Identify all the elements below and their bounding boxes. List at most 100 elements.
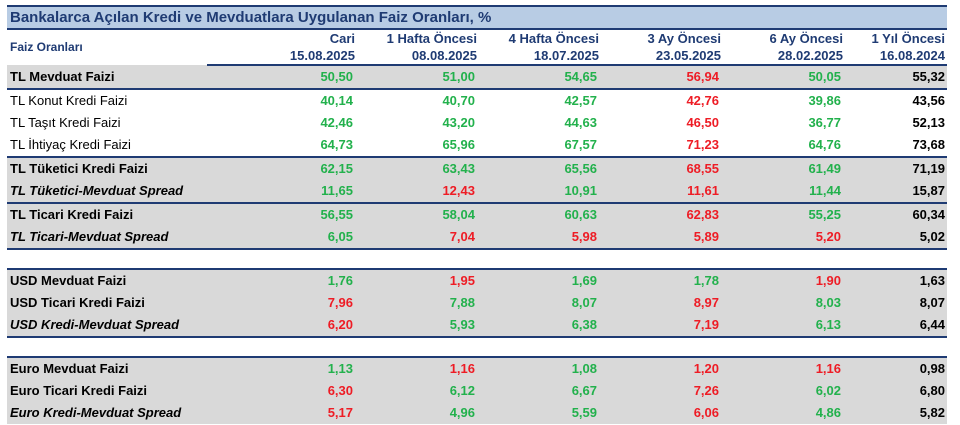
row-label: USD Mevduat Faizi [7,268,207,292]
rate-cell: 7,19 [601,314,723,338]
spacer-cell [7,337,947,357]
rate-cell: 50,05 [723,65,845,90]
rate-cell: 51,00 [357,65,479,90]
rate-cell: 43,20 [442,115,475,130]
col-header-6m: 6 Ay Öncesi [769,31,843,46]
table-row: TL İhtiyaç Kredi Faizi 64,73 65,96 67,57 71,… [7,134,947,157]
rate-cell: 7,88 [357,292,479,314]
row-label: TL Tüketici Kredi Faizi [7,156,207,180]
rate-cell: 7,04 [357,226,479,250]
row-label: Euro Kredi-Mevduat Spread [7,402,207,424]
rate-cell: 55,32 [845,65,947,90]
rate-cell: 8,07 [479,292,601,314]
rate-cell: 5,98 [479,226,601,250]
rate-cell: 40,14 [320,93,353,108]
rate-cell: 63,43 [357,156,479,180]
spacer-cell [7,249,947,269]
rate-cell: 8,97 [601,292,723,314]
rate-cell: 43,56 [912,93,945,108]
rate-cell: 1,08 [479,356,601,380]
col-header-3m: 3 Ay Öncesi [647,31,721,46]
table-row: Euro Mevduat Faizi 1,13 1,16 1,08 1,20 1,16 0,… [7,356,947,380]
rate-cell: 6,20 [207,314,357,338]
rate-cell: 39,86 [808,93,841,108]
rate-cell: 67,57 [564,137,597,152]
rate-cell: 61,49 [723,156,845,180]
col-header-1w: 1 Hafta Öncesi [386,31,477,46]
table-row: USD Ticari Kredi Faizi 7,96 7,88 8,07 8,97 8,… [7,292,947,314]
table-body: TL Mevduat Faizi 50,50 51,00 54,65 56,94 50,0… [7,65,947,424]
rate-cell: 6,12 [357,380,479,402]
rate-cell: 1,76 [207,268,357,292]
table-title: Bankalarca Açılan Kredi ve Mevduatlara U… [7,5,947,30]
table-row: USD Kredi-Mevduat Spread 6,20 5,93 6,38 7,19… [7,314,947,338]
rate-cell: 64,76 [808,137,841,152]
rate-cell: 58,04 [357,203,479,226]
rate-cell: 71,19 [845,156,947,180]
rate-cell: 40,70 [442,93,475,108]
rate-cell: 65,56 [479,156,601,180]
row-label: USD Ticari Kredi Faizi [7,292,207,314]
row-label: TL Ticari Kredi Faizi [7,203,207,226]
row-header-label: Faiz Oranları [10,40,83,54]
interest-rates-table: Faiz Oranları Cari 1 Hafta Öncesi 4 Haft… [7,30,947,424]
row-label: TL İhtiyaç Kredi Faizi [10,137,131,152]
table-row: USD Mevduat Faizi 1,76 1,95 1,69 1,78 1,90 1,6… [7,268,947,292]
rate-cell: 64,73 [320,137,353,152]
col-date-3m: 23.05.2025 [601,47,723,66]
rate-cell: 56,55 [207,203,357,226]
rate-cell: 5,93 [357,314,479,338]
col-date-cari: 15.08.2025 [207,47,357,66]
rate-cell: 6,80 [845,380,947,402]
rate-cell: 1,95 [357,268,479,292]
rate-cell: 6,13 [723,314,845,338]
table-row: TL Konut Kredi Faizi 40,14 40,70 42,57 42,76… [7,89,947,112]
rate-cell: 1,20 [601,356,723,380]
row-label: TL Konut Kredi Faizi [10,93,128,108]
rate-cell: 42,46 [320,115,353,130]
rates-table-panel: Bankalarca Açılan Kredi ve Mevduatlara U… [7,5,947,424]
rate-cell: 73,68 [912,137,945,152]
table-row: TL Mevduat Faizi 50,50 51,00 54,65 56,94 50,0… [7,65,947,90]
rate-cell: 10,91 [479,180,601,204]
col-header-cari: Cari [329,31,355,46]
table-row: TL Ticari Kredi Faizi 56,55 58,04 60,63 62,8… [7,203,947,226]
rate-cell: 6,38 [479,314,601,338]
rate-cell: 12,43 [357,180,479,204]
rate-cell: 52,13 [912,115,945,130]
rate-cell: 5,20 [723,226,845,250]
table-row: TL Tüketici-Mevduat Spread 11,65 12,43 10,9… [7,180,947,204]
rate-cell: 5,59 [479,402,601,424]
rate-cell: 54,65 [479,65,601,90]
rate-cell: 1,63 [845,268,947,292]
rate-cell: 1,69 [479,268,601,292]
rate-cell: 6,44 [845,314,947,338]
row-label: TL Taşıt Kredi Faizi [10,115,121,130]
rate-cell: 1,16 [357,356,479,380]
rate-cell: 1,90 [723,268,845,292]
spacer-row [7,249,947,269]
rate-cell: 6,30 [207,380,357,402]
rate-cell: 56,94 [601,65,723,90]
rate-cell: 8,03 [723,292,845,314]
rate-cell: 60,34 [845,203,947,226]
rate-cell: 46,50 [686,115,719,130]
rate-cell: 55,25 [723,203,845,226]
rate-cell: 1,13 [207,356,357,380]
col-header-1y: 1 Yıl Öncesi [871,31,945,46]
rate-cell: 71,23 [686,137,719,152]
rate-cell: 5,02 [845,226,947,250]
rate-cell: 44,63 [564,115,597,130]
rate-cell: 5,17 [207,402,357,424]
rate-cell: 7,96 [207,292,357,314]
rate-cell: 1,16 [723,356,845,380]
table-row: Euro Kredi-Mevduat Spread 5,17 4,96 5,59 6,0… [7,402,947,424]
rate-cell: 65,96 [442,137,475,152]
rate-cell: 62,83 [601,203,723,226]
row-label: TL Mevduat Faizi [7,65,207,90]
rate-cell: 42,76 [686,93,719,108]
rate-cell: 42,57 [564,93,597,108]
rate-cell: 4,96 [357,402,479,424]
rate-cell: 5,89 [601,226,723,250]
col-date-1y: 16.08.2024 [845,47,947,66]
